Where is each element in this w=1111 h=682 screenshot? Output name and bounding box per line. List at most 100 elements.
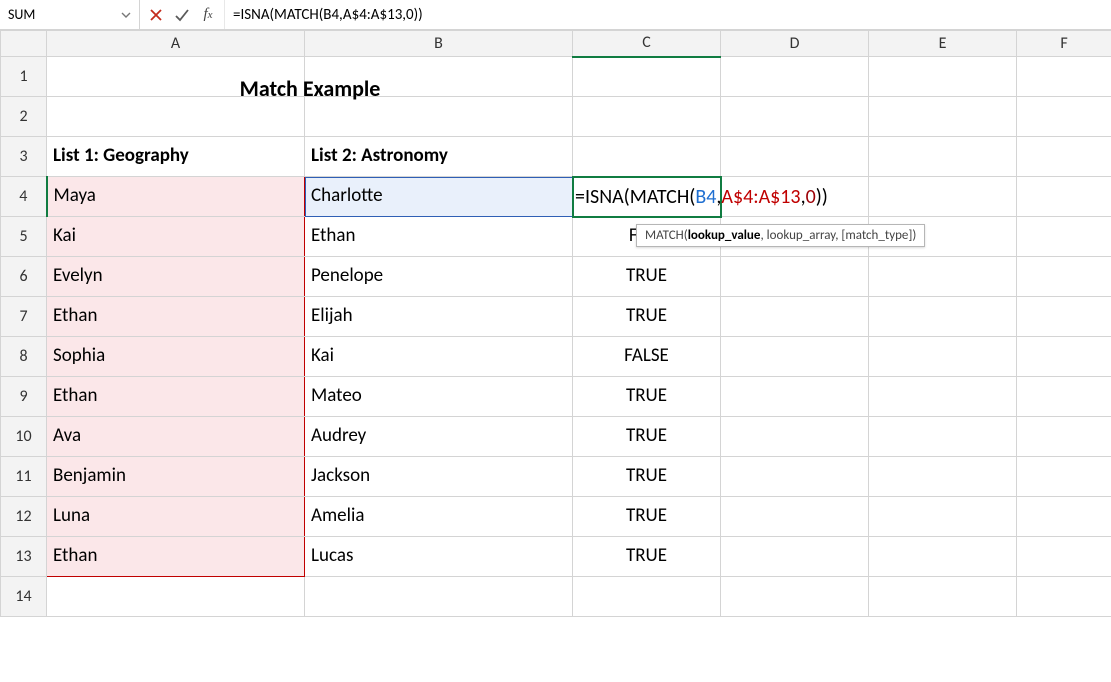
cell-E13[interactable] bbox=[869, 537, 1017, 577]
cell-E6[interactable] bbox=[869, 257, 1017, 297]
cell-B9[interactable]: Mateo bbox=[305, 377, 573, 417]
cell-D7[interactable] bbox=[721, 297, 869, 337]
cell-F1[interactable] bbox=[1017, 57, 1111, 97]
row-header-12[interactable]: 12 bbox=[1, 497, 47, 537]
formula-input[interactable]: =ISNA(MATCH(B4,A$4:A$13,0)) bbox=[225, 0, 1111, 29]
cell-E10[interactable] bbox=[869, 417, 1017, 457]
col-header-D[interactable]: D bbox=[721, 31, 869, 57]
cell-A12[interactable]: Luna bbox=[47, 497, 305, 537]
select-all-corner[interactable] bbox=[1, 31, 47, 57]
cell-A11[interactable]: Benjamin bbox=[47, 457, 305, 497]
cell-E3[interactable] bbox=[869, 137, 1017, 177]
fx-icon[interactable]: fx bbox=[200, 7, 216, 23]
cell-B1[interactable] bbox=[305, 57, 573, 97]
cell-A14[interactable] bbox=[47, 577, 305, 617]
cell-E1[interactable] bbox=[869, 57, 1017, 97]
row-header-5[interactable]: 5 bbox=[1, 217, 47, 257]
cell-B13[interactable]: Lucas bbox=[305, 537, 573, 577]
cell-E12[interactable] bbox=[869, 497, 1017, 537]
cell-E7[interactable] bbox=[869, 297, 1017, 337]
cell-C10[interactable]: TRUE bbox=[573, 417, 721, 457]
cell-E11[interactable] bbox=[869, 457, 1017, 497]
row-header-8[interactable]: 8 bbox=[1, 337, 47, 377]
cell-D3[interactable] bbox=[721, 137, 869, 177]
cell-E14[interactable] bbox=[869, 577, 1017, 617]
cell-E9[interactable] bbox=[869, 377, 1017, 417]
cell-B2[interactable] bbox=[305, 97, 573, 137]
cell-A8[interactable]: Sophia bbox=[47, 337, 305, 377]
cell-C13[interactable]: TRUE bbox=[573, 537, 721, 577]
col-header-C[interactable]: C bbox=[573, 31, 721, 57]
cell-C4[interactable]: =ISNA(MATCH(B4,A$4:A$13,0)) bbox=[573, 177, 721, 217]
cell-F4[interactable] bbox=[1017, 177, 1111, 217]
cell-F13[interactable] bbox=[1017, 537, 1111, 577]
cell-D1[interactable] bbox=[721, 57, 869, 97]
cell-F2[interactable] bbox=[1017, 97, 1111, 137]
row-header-11[interactable]: 11 bbox=[1, 457, 47, 497]
col-header-F[interactable]: F bbox=[1017, 31, 1111, 57]
cell-E8[interactable] bbox=[869, 337, 1017, 377]
row-header-6[interactable]: 6 bbox=[1, 257, 47, 297]
cell-C14[interactable] bbox=[573, 577, 721, 617]
cell-B7[interactable]: Elijah bbox=[305, 297, 573, 337]
cell-A6[interactable]: Evelyn bbox=[47, 257, 305, 297]
cell-D12[interactable] bbox=[721, 497, 869, 537]
cell-E2[interactable] bbox=[869, 97, 1017, 137]
cell-D9[interactable] bbox=[721, 377, 869, 417]
cell-D8[interactable] bbox=[721, 337, 869, 377]
cell-B12[interactable]: Amelia bbox=[305, 497, 573, 537]
cell-D2[interactable] bbox=[721, 97, 869, 137]
cell-B3[interactable]: List 2: Astronomy bbox=[305, 137, 573, 177]
cell-C6[interactable]: TRUE bbox=[573, 257, 721, 297]
cell-A9[interactable]: Ethan bbox=[47, 377, 305, 417]
row-header-4[interactable]: 4 bbox=[1, 177, 47, 217]
name-box[interactable]: SUM bbox=[6, 6, 119, 23]
cell-F14[interactable] bbox=[1017, 577, 1111, 617]
cell-C12[interactable]: TRUE bbox=[573, 497, 721, 537]
cell-D11[interactable] bbox=[721, 457, 869, 497]
cell-A3[interactable]: List 1: Geography bbox=[47, 137, 305, 177]
cell-E4[interactable] bbox=[869, 177, 1017, 217]
cell-D10[interactable] bbox=[721, 417, 869, 457]
row-header-9[interactable]: 9 bbox=[1, 377, 47, 417]
cell-B10[interactable]: Audrey bbox=[305, 417, 573, 457]
cell-D13[interactable] bbox=[721, 537, 869, 577]
cell-C3[interactable] bbox=[573, 137, 721, 177]
enter-icon[interactable] bbox=[174, 7, 190, 23]
cell-D14[interactable] bbox=[721, 577, 869, 617]
cell-C11[interactable]: TRUE bbox=[573, 457, 721, 497]
cell-B14[interactable] bbox=[305, 577, 573, 617]
cell-B11[interactable]: Jackson bbox=[305, 457, 573, 497]
cell-F3[interactable] bbox=[1017, 137, 1111, 177]
cell-B8[interactable]: Kai bbox=[305, 337, 573, 377]
cell-F9[interactable] bbox=[1017, 377, 1111, 417]
row-header-2[interactable]: 2 bbox=[1, 97, 47, 137]
row-header-3[interactable]: 3 bbox=[1, 137, 47, 177]
cell-A13[interactable]: Ethan bbox=[47, 537, 305, 577]
cell-A4[interactable]: Maya bbox=[47, 177, 305, 217]
cell-F6[interactable] bbox=[1017, 257, 1111, 297]
cell-F11[interactable] bbox=[1017, 457, 1111, 497]
cell-A10[interactable]: Ava bbox=[47, 417, 305, 457]
cell-D6[interactable] bbox=[721, 257, 869, 297]
cell-C8[interactable]: FALSE bbox=[573, 337, 721, 377]
row-header-13[interactable]: 13 bbox=[1, 537, 47, 577]
name-box-container[interactable]: SUM bbox=[0, 0, 140, 29]
col-header-A[interactable]: A bbox=[47, 31, 305, 57]
cell-C1[interactable] bbox=[573, 57, 721, 97]
cell-F12[interactable] bbox=[1017, 497, 1111, 537]
cell-B5[interactable]: Ethan bbox=[305, 217, 573, 257]
cell-F10[interactable] bbox=[1017, 417, 1111, 457]
cell-F5[interactable] bbox=[1017, 217, 1111, 257]
cell-B6[interactable]: Penelope bbox=[305, 257, 573, 297]
chevron-down-icon[interactable] bbox=[119, 8, 133, 22]
cell-C9[interactable]: TRUE bbox=[573, 377, 721, 417]
cancel-icon[interactable] bbox=[148, 7, 164, 23]
col-header-E[interactable]: E bbox=[869, 31, 1017, 57]
row-header-7[interactable]: 7 bbox=[1, 297, 47, 337]
cell-A2[interactable] bbox=[47, 97, 305, 137]
cell-F7[interactable] bbox=[1017, 297, 1111, 337]
cell-C2[interactable] bbox=[573, 97, 721, 137]
cell-A7[interactable]: Ethan bbox=[47, 297, 305, 337]
row-header-14[interactable]: 14 bbox=[1, 577, 47, 617]
